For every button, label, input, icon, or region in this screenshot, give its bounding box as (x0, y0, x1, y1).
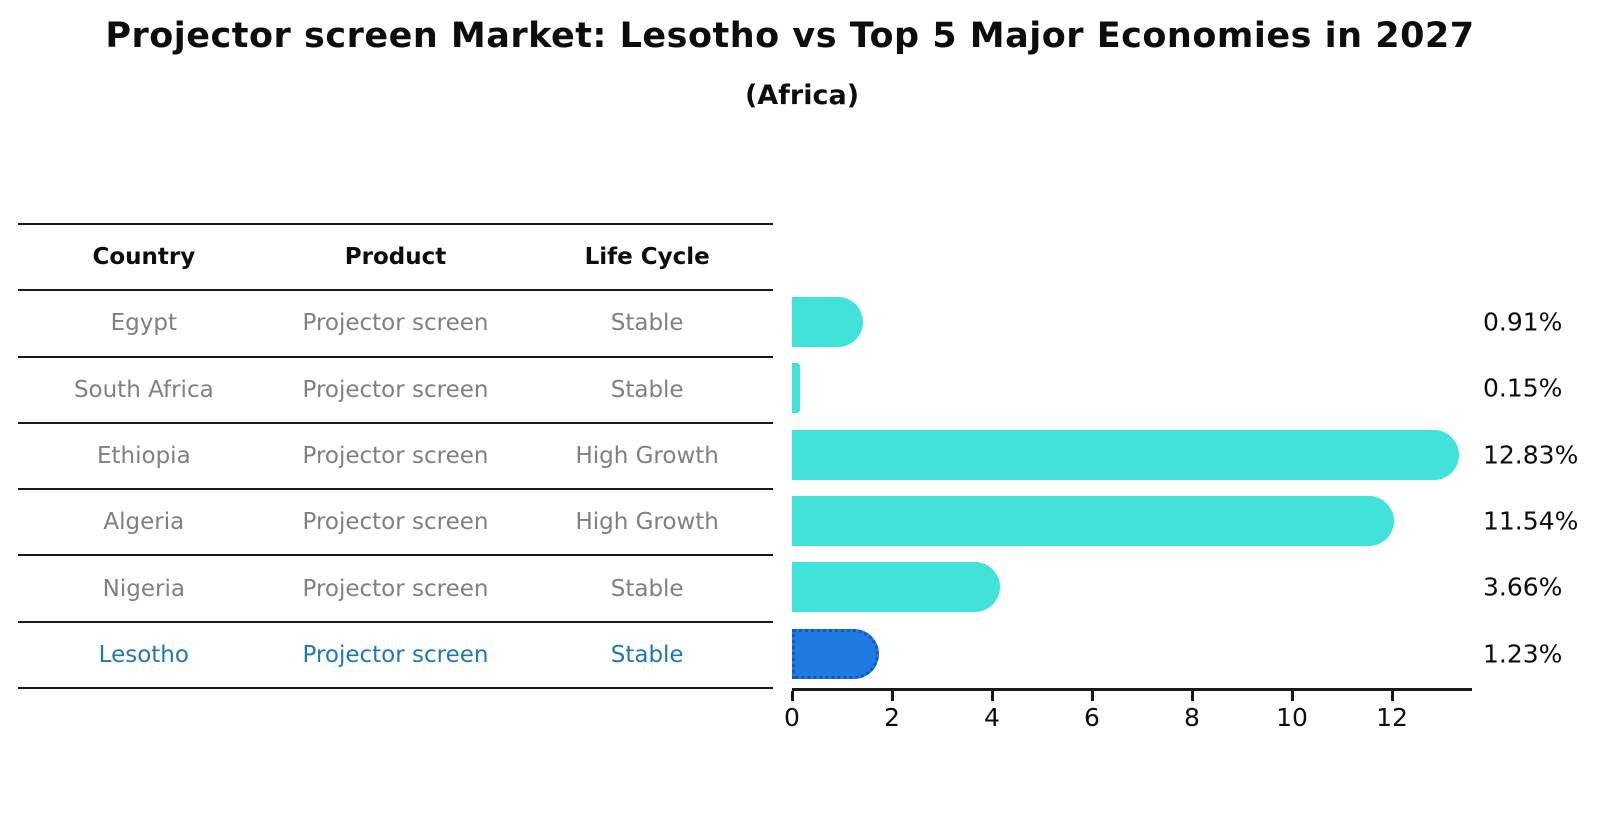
table-header-country: Country (92, 244, 196, 271)
bar-lesotho (792, 628, 879, 679)
bar-south-africa (792, 363, 800, 414)
bar-value-nigeria: 3.66% (1483, 572, 1563, 602)
bar-value-egypt: 0.91% (1483, 307, 1563, 337)
table-row-algeria: Algeria Projector screen High Growth (18, 490, 773, 557)
bar-ethiopia (792, 429, 1459, 480)
x-axis-tick-label: 0 (784, 703, 800, 732)
table-cell-country: Ethiopia (96, 443, 191, 470)
table-cell-life_cycle: High Growth (575, 443, 719, 470)
table-cell-life_cycle: Stable (610, 641, 684, 668)
bar-value-lesotho: 1.23% (1483, 639, 1563, 669)
table-cell-country: South Africa (73, 376, 214, 403)
table-cell-product: Projector screen (302, 509, 489, 536)
x-axis-tick (1190, 691, 1194, 701)
bar-value-algeria: 11.54% (1483, 506, 1579, 536)
table-cell-product: Projector screen (302, 641, 489, 668)
bar-value-ethiopia: 12.83% (1483, 440, 1579, 470)
chart-subtitle: (Africa) (744, 80, 860, 111)
bar-value-south-africa: 0.15% (1483, 373, 1563, 403)
table-cell-life_cycle: Stable (610, 575, 684, 602)
x-axis-tick-label: 2 (884, 703, 900, 732)
table-cell-product: Projector screen (302, 443, 489, 470)
x-axis-tick (990, 691, 994, 701)
table-header-product: Product (344, 244, 447, 271)
x-axis-tick-label: 12 (1376, 703, 1408, 732)
table-cell-product: Projector screen (302, 310, 489, 337)
table-cell-product: Projector screen (302, 376, 489, 403)
table-cell-country: Nigeria (102, 575, 185, 602)
x-axis-tick (1290, 691, 1294, 701)
bar-nigeria (792, 562, 1000, 613)
x-axis-tick-label: 10 (1276, 703, 1308, 732)
table-header-row: Country Product Life Cycle (18, 225, 773, 292)
x-axis-line (792, 688, 1472, 691)
table-cell-life_cycle: Stable (610, 310, 684, 337)
x-axis-tick (1090, 691, 1094, 701)
table-row-south-africa: South Africa Projector screen Stable (18, 358, 773, 424)
x-axis-tick (790, 691, 794, 701)
table-cell-product: Projector screen (302, 575, 489, 602)
x-axis-tick-label: 8 (1184, 703, 1200, 732)
x-axis-tick-label: 4 (984, 703, 1000, 732)
table-row-egypt: Egypt Projector screen Stable (18, 291, 773, 358)
bar-algeria (792, 496, 1394, 547)
table-cell-country: Lesotho (98, 641, 189, 668)
bar-egypt (792, 297, 863, 348)
table-cell-country: Algeria (103, 509, 185, 536)
x-axis-tick (890, 691, 894, 701)
table-cell-life_cycle: High Growth (575, 509, 719, 536)
table-header-life-cycle: Life Cycle (584, 244, 710, 271)
x-axis-tick (1390, 691, 1394, 701)
x-axis-tick-label: 6 (1084, 703, 1100, 732)
table-cell-life_cycle: Stable (610, 376, 684, 403)
chart-title: Projector screen Market: Lesotho vs Top … (105, 16, 1475, 56)
country-table: Country Product Life Cycle Egypt Projector s… (18, 223, 773, 690)
table-row-lesotho: Lesotho Projector screen Stable (18, 623, 773, 690)
table-row-ethiopia: Ethiopia Projector screen High Growth (18, 424, 773, 491)
table-row-nigeria: Nigeria Projector screen Stable (18, 556, 773, 623)
table-cell-country: Egypt (110, 310, 178, 337)
